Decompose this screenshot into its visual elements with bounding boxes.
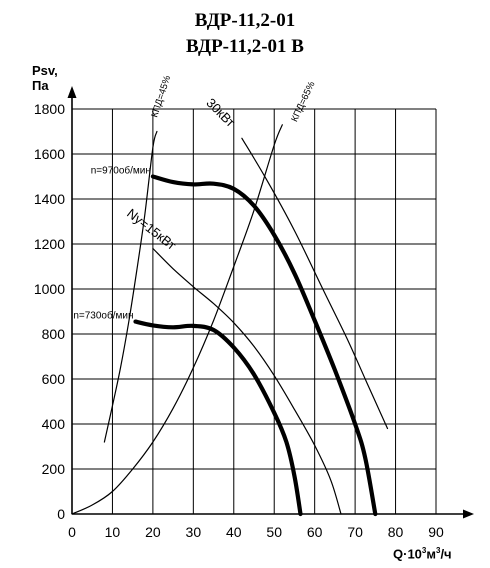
x-axis-label-exp-1: 3: [421, 546, 427, 555]
tick-labels: 0 10 20 30 40 50 60 70 80 90 0 200 400 600 800 1000 1200…: [34, 101, 444, 540]
curve-label-0: n=970об/мин: [91, 165, 151, 177]
y-tick-label-1400: 1400: [34, 191, 65, 207]
x-axis-arrow: [463, 509, 474, 519]
series-line-4: [103, 130, 158, 443]
y-tick-label-600: 600: [42, 371, 66, 387]
series-line-5: [71, 124, 283, 515]
y-tick-label-800: 800: [42, 326, 66, 342]
series-line-3: [241, 137, 389, 430]
x-axis-label: Q·103м3/ч: [393, 546, 452, 561]
y-tick-label-1600: 1600: [34, 146, 65, 162]
curve-label-1: n=730об/мин: [73, 310, 133, 322]
y-axis-arrow: [67, 86, 77, 98]
chart-title-line-2: ВДР-11,2-01 В: [186, 36, 304, 57]
curve-label-5: КПД=65%: [289, 79, 318, 123]
series-line-1: [133, 319, 303, 517]
x-tick-label-20: 20: [145, 524, 161, 540]
chart-title-line-1: ВДР-11,2-01: [194, 10, 296, 31]
x-axis-label-base: Q·10: [393, 546, 422, 562]
x-tick-label-40: 40: [226, 524, 242, 540]
axes: [67, 86, 474, 519]
curve-labels: n=970об/мин n=730об/мин Ny=15кВт 30кВт КПД=4…: [73, 74, 317, 322]
y-axis-label-line-1: Psv,: [32, 63, 58, 78]
x-tick-label-90: 90: [428, 524, 444, 540]
grid: [72, 108, 437, 514]
x-axis-label-exp-2: 3: [435, 546, 441, 555]
y-tick-label-1200: 1200: [34, 236, 65, 252]
curve-label-2: Ny=15кВт: [124, 205, 179, 252]
y-tick-label-1800: 1800: [34, 101, 65, 117]
series-line-2: [152, 247, 342, 515]
x-axis-label-tail: /ч: [440, 546, 452, 562]
x-tick-label-0: 0: [68, 524, 76, 540]
y-tick-label-0: 0: [57, 506, 65, 522]
curve-label-3: 30кВт: [203, 95, 238, 130]
x-tick-label-10: 10: [105, 524, 121, 540]
curves: [71, 124, 389, 517]
x-tick-label-60: 60: [307, 524, 323, 540]
series-line-0: [150, 174, 378, 517]
x-tick-label-80: 80: [388, 524, 404, 540]
x-tick-label-70: 70: [347, 524, 363, 540]
y-tick-label-1000: 1000: [34, 281, 65, 297]
y-axis-label-line-2: Па: [32, 78, 49, 93]
y-tick-label-400: 400: [42, 416, 66, 432]
y-axis-label: Psv, Па: [32, 63, 58, 93]
curve-label-4: КПД=45%: [149, 74, 173, 119]
x-tick-label-50: 50: [266, 524, 282, 540]
y-tick-label-200: 200: [42, 461, 66, 477]
x-tick-label-30: 30: [186, 524, 202, 540]
x-axis-label-unit: м: [426, 546, 436, 562]
